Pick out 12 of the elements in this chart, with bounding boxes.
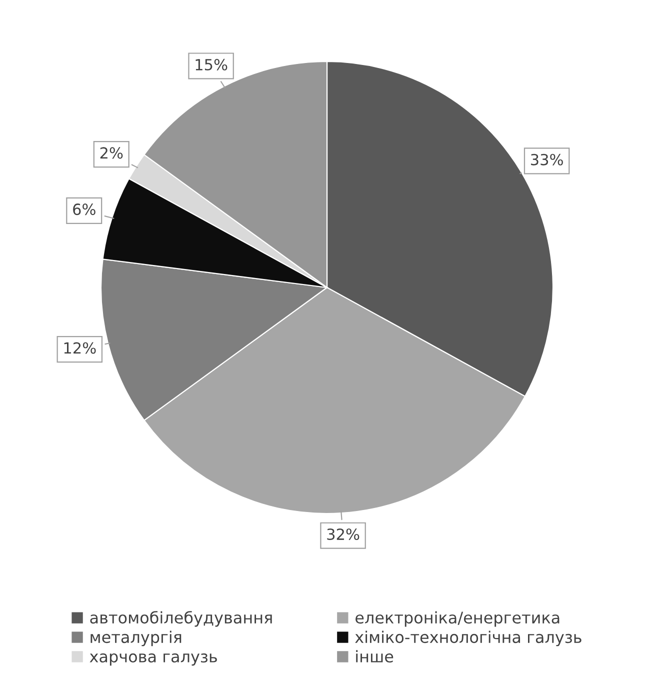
data-label: 15% — [196, 58, 228, 70]
data-label: 12% — [64, 342, 96, 354]
legend-label: металургія — [90, 630, 182, 646]
data-label: 33% — [531, 154, 563, 166]
data-label: 2% — [100, 147, 123, 159]
legend-label: електроніка/енергетика — [356, 611, 560, 627]
legend-label: хіміко-технологічна галузь — [355, 630, 582, 646]
legend-label: автомобілебудування — [90, 610, 272, 627]
data-label: 32% — [327, 528, 360, 540]
legend-label: харчова галузь — [90, 653, 217, 666]
data-label: 6% — [73, 204, 96, 216]
legend-label: інше — [356, 650, 394, 663]
